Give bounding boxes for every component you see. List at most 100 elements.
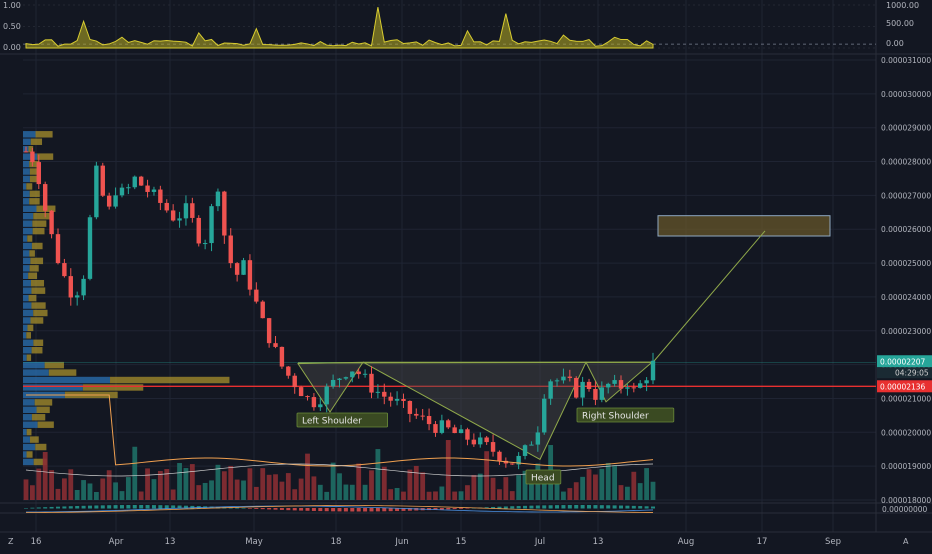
- candle-down: [273, 343, 278, 347]
- x-tick-label: Jun: [394, 537, 408, 547]
- oscillator-bar: [407, 508, 412, 511]
- auto-scale-button: A: [903, 537, 909, 546]
- candle-down: [574, 377, 579, 398]
- volume-bar: [349, 484, 355, 500]
- candle-down: [414, 413, 419, 416]
- volume-bar: [55, 488, 61, 500]
- volume-bar: [87, 483, 93, 500]
- candle-up: [375, 391, 381, 393]
- oscillator-bar: [561, 505, 566, 509]
- volume-bar: [298, 478, 304, 500]
- oscillator-bar: [119, 505, 124, 509]
- volume-bar: [401, 491, 406, 500]
- volume-profile-up: [23, 361, 45, 369]
- volume-bar: [433, 491, 438, 500]
- oscillator-bar: [331, 508, 336, 512]
- bottom-indicator-tick: 0.00000000: [882, 505, 928, 514]
- left-shoulder-label-box: [296, 412, 388, 428]
- volume-profile-up: [23, 332, 27, 339]
- price-tick-label: 0.000025000: [881, 259, 931, 268]
- candle-up: [350, 371, 355, 378]
- volume-profile-up: [23, 242, 32, 250]
- candle-up: [580, 381, 585, 398]
- current-price-badge: [877, 355, 932, 368]
- volume-profile-up: [23, 324, 28, 332]
- top-left-tick: 0.50: [3, 22, 21, 31]
- candle-up: [330, 379, 336, 387]
- oscillator-bar: [318, 508, 323, 512]
- support-price-badge: [877, 380, 932, 393]
- candle-up: [458, 429, 464, 434]
- candle-up: [337, 378, 342, 380]
- volume-bar: [522, 470, 528, 500]
- volume-profile-up: [23, 399, 35, 406]
- candle-down: [42, 184, 48, 211]
- oscillator-bar: [574, 505, 579, 509]
- candle-down: [222, 191, 227, 236]
- volume-profile-down: [35, 131, 53, 138]
- projection-line: [652, 230, 766, 363]
- candle-down: [49, 210, 54, 235]
- volume-profile-down: [30, 317, 44, 324]
- volume-profile-up: [23, 168, 30, 175]
- candle-up: [343, 377, 349, 379]
- volume-profile-up: [23, 443, 36, 451]
- candle-up: [126, 187, 131, 189]
- oscillator-bar: [567, 505, 572, 509]
- candle-up: [81, 278, 86, 296]
- volume-bar: [516, 475, 522, 500]
- volume-bar: [177, 463, 182, 500]
- candle-up: [478, 437, 483, 445]
- volume-bar: [49, 470, 54, 500]
- x-tick-label: Apr: [109, 537, 124, 547]
- volume-bar: [625, 486, 630, 500]
- candle-down: [382, 391, 387, 397]
- candle-down: [497, 451, 502, 461]
- oscillator-bar: [593, 505, 598, 509]
- oscillator-bar: [606, 505, 611, 509]
- candle-down: [279, 346, 285, 367]
- volume-profile-down: [32, 227, 45, 235]
- volume-bar: [241, 480, 246, 500]
- x-tick-label: 17: [757, 537, 768, 547]
- candle-up: [650, 360, 656, 381]
- oscillator-line-2: [25, 505, 654, 513]
- volume-bar: [29, 485, 35, 500]
- candle-up: [599, 387, 605, 400]
- volume-bar: [228, 465, 234, 500]
- head-label: [525, 469, 562, 485]
- candle-down: [586, 381, 592, 390]
- volume-bar: [529, 471, 534, 500]
- volume-bars: [23, 394, 656, 500]
- volume-profile-down: [27, 324, 34, 332]
- volume-bar: [497, 489, 502, 500]
- volume-profile-up: [23, 414, 32, 421]
- candle-down: [446, 420, 451, 428]
- volume-profile-down: [31, 287, 46, 294]
- oscillator-bar: [139, 505, 144, 509]
- oscillator-bar: [94, 505, 99, 509]
- oscillator-bar: [279, 508, 284, 510]
- oscillator-bar: [49, 506, 54, 509]
- volume-bar: [170, 489, 176, 500]
- volume-profile-down: [82, 384, 144, 391]
- volume-bar: [330, 462, 336, 500]
- volume-profile-up: [23, 302, 32, 309]
- volume-profile-down: [33, 458, 47, 466]
- volume-bar: [541, 482, 547, 500]
- candle-down: [426, 416, 432, 425]
- volume-bar: [593, 474, 598, 500]
- volume-bar: [586, 469, 592, 500]
- volume-profile-down: [33, 212, 52, 220]
- oscillator-bar: [625, 505, 630, 509]
- volume-profile-up: [23, 280, 31, 287]
- candle-down: [145, 185, 150, 192]
- volume-bar: [138, 491, 144, 500]
- volume-profile-down: [110, 376, 230, 384]
- volume-profile-down: [36, 406, 50, 414]
- oscillator-bar: [638, 506, 643, 509]
- oscillator-bar: [126, 505, 131, 509]
- oscillator-bar: [555, 505, 560, 509]
